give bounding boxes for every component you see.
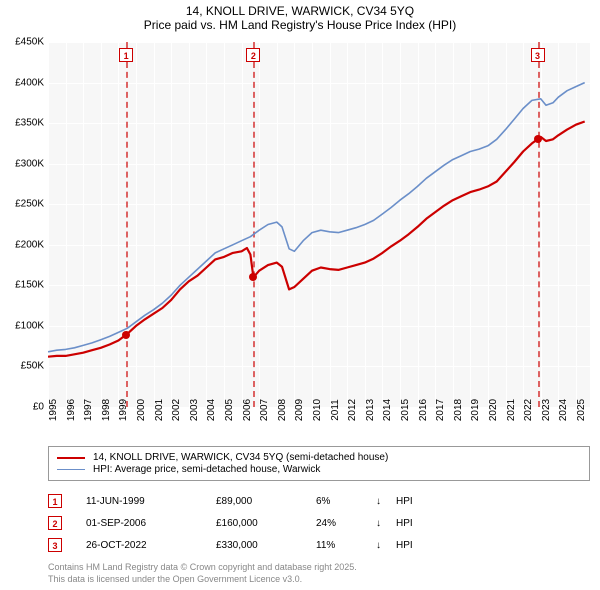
footnote-line: Contains HM Land Registry data © Crown c… [48, 562, 357, 574]
x-tick-label: 2011 [330, 399, 341, 421]
x-tick-label: 1998 [101, 399, 112, 421]
event-ref: HPI [396, 496, 413, 507]
legend-item: HPI: Average price, semi-detached house,… [57, 464, 581, 475]
event-pct: 11% [316, 540, 376, 551]
x-tick-label: 2018 [453, 399, 464, 421]
footnote: Contains HM Land Registry data © Crown c… [48, 562, 357, 585]
title-subtitle: Price paid vs. HM Land Registry's House … [0, 18, 600, 32]
x-tick-label: 1996 [66, 399, 77, 421]
x-tick-label: 1997 [83, 399, 94, 421]
series-svg [48, 42, 590, 407]
y-tick-label: £50K [4, 361, 44, 372]
x-tick-label: 2000 [136, 399, 147, 421]
x-tick-label: 2015 [400, 399, 411, 421]
arrow-down-icon: ↓ [376, 496, 396, 507]
event-date: 26-OCT-2022 [86, 540, 216, 551]
title-address: 14, KNOLL DRIVE, WARWICK, CV34 5YQ [0, 4, 600, 18]
y-tick-label: £300K [4, 158, 44, 169]
x-tick-label: 2016 [418, 399, 429, 421]
events-table: 1 11-JUN-1999 £89,000 6% ↓ HPI 2 01-SEP-… [48, 490, 590, 556]
x-tick-label: 2004 [206, 399, 217, 421]
event-marker: 3 [48, 538, 62, 552]
y-tick-label: £150K [4, 280, 44, 291]
event-price: £160,000 [216, 518, 316, 529]
y-tick-label: £0 [4, 402, 44, 413]
y-tick-label: £450K [4, 37, 44, 48]
legend-label: 14, KNOLL DRIVE, WARWICK, CV34 5YQ (semi… [93, 452, 388, 463]
x-tick-label: 2020 [488, 399, 499, 421]
event-dot [249, 273, 257, 281]
event-marker: 2 [48, 516, 62, 530]
x-tick-label: 2001 [154, 399, 165, 421]
event-date: 11-JUN-1999 [86, 496, 216, 507]
x-tick-label: 2014 [382, 399, 393, 421]
x-tick-label: 2025 [576, 399, 587, 421]
x-tick-label: 2019 [470, 399, 481, 421]
x-tick-label: 2013 [365, 399, 376, 421]
event-row: 2 01-SEP-2006 £160,000 24% ↓ HPI [48, 512, 590, 534]
title-block: 14, KNOLL DRIVE, WARWICK, CV34 5YQ Price… [0, 0, 600, 34]
x-tick-label: 2010 [312, 399, 323, 421]
x-tick-label: 2006 [242, 399, 253, 421]
y-tick-label: £100K [4, 320, 44, 331]
plot-area: 123 [48, 42, 590, 407]
legend: 14, KNOLL DRIVE, WARWICK, CV34 5YQ (semi… [48, 446, 590, 481]
x-tick-label: 2008 [277, 399, 288, 421]
x-tick-label: 2021 [506, 399, 517, 421]
event-date: 01-SEP-2006 [86, 518, 216, 529]
y-tick-label: £200K [4, 239, 44, 250]
series-line-price_paid [48, 122, 585, 357]
x-tick-label: 2023 [541, 399, 552, 421]
x-tick-label: 2007 [259, 399, 270, 421]
legend-item: 14, KNOLL DRIVE, WARWICK, CV34 5YQ (semi… [57, 452, 581, 463]
event-row: 3 26-OCT-2022 £330,000 11% ↓ HPI [48, 534, 590, 556]
event-price: £89,000 [216, 496, 316, 507]
event-marker: 1 [48, 494, 62, 508]
arrow-down-icon: ↓ [376, 540, 396, 551]
x-tick-label: 1995 [48, 399, 59, 421]
event-dot [122, 331, 130, 339]
x-tick-label: 2022 [523, 399, 534, 421]
footnote-line: This data is licensed under the Open Gov… [48, 574, 357, 586]
arrow-down-icon: ↓ [376, 518, 396, 529]
event-ref: HPI [396, 540, 413, 551]
legend-swatch [57, 457, 85, 459]
event-row: 1 11-JUN-1999 £89,000 6% ↓ HPI [48, 490, 590, 512]
x-tick-label: 2005 [224, 399, 235, 421]
y-tick-label: £250K [4, 199, 44, 210]
event-pct: 24% [316, 518, 376, 529]
series-line-hpi [48, 83, 585, 352]
y-tick-label: £350K [4, 118, 44, 129]
event-price: £330,000 [216, 540, 316, 551]
x-tick-label: 2003 [189, 399, 200, 421]
y-tick-label: £400K [4, 77, 44, 88]
event-pct: 6% [316, 496, 376, 507]
chart-container: 14, KNOLL DRIVE, WARWICK, CV34 5YQ Price… [0, 0, 600, 590]
legend-swatch [57, 469, 85, 470]
x-tick-label: 2002 [171, 399, 182, 421]
legend-label: HPI: Average price, semi-detached house,… [93, 464, 320, 475]
x-tick-label: 1999 [118, 399, 129, 421]
x-tick-label: 2012 [347, 399, 358, 421]
x-tick-label: 2024 [558, 399, 569, 421]
x-tick-label: 2009 [294, 399, 305, 421]
x-tick-label: 2017 [435, 399, 446, 421]
event-dot [534, 135, 542, 143]
event-ref: HPI [396, 518, 413, 529]
